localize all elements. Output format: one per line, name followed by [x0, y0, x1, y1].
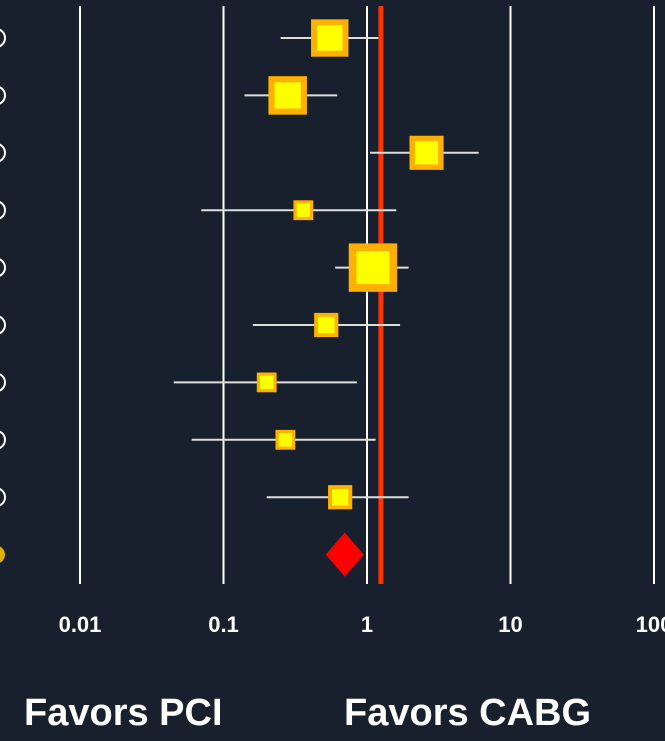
row-bullet	[0, 143, 6, 162]
x-tick-label: 0.1	[208, 612, 239, 637]
row-bullet	[0, 28, 6, 48]
study-row	[244, 76, 338, 115]
study-row	[201, 200, 397, 221]
row-bullet	[0, 258, 6, 277]
x-tick-label: 10	[498, 612, 522, 637]
left-edge-markers	[0, 28, 6, 563]
row-bullet	[0, 488, 6, 507]
row-bullet	[0, 373, 6, 392]
study-row	[173, 372, 357, 393]
study-marker	[317, 25, 343, 51]
study-row	[252, 312, 401, 338]
summary-bullet	[0, 546, 5, 563]
study-marker	[296, 203, 311, 217]
row-bullet	[0, 315, 6, 335]
study-marker	[356, 251, 390, 285]
row-bullet	[0, 201, 6, 220]
study-row	[280, 19, 379, 57]
summary-diamond	[325, 532, 364, 577]
study-marker	[331, 488, 349, 506]
study-marker	[414, 141, 439, 165]
row-bullet	[0, 86, 6, 105]
favors-cabg-label: Favors CABG	[344, 692, 592, 734]
study-marker	[318, 316, 335, 334]
study-row	[266, 485, 409, 510]
vertical-gridlines	[79, 6, 655, 584]
row-bullet	[0, 430, 6, 449]
study-row	[191, 429, 376, 450]
study-row	[370, 135, 479, 170]
x-tick-label: 100	[636, 612, 665, 637]
study-rows	[173, 19, 479, 510]
study-row	[335, 243, 409, 292]
x-tick-label: 1	[361, 612, 373, 637]
study-marker	[274, 82, 301, 109]
favors-pci-label: Favors PCI	[24, 692, 223, 734]
study-marker	[259, 375, 274, 390]
study-marker	[278, 433, 293, 447]
x-tick-labels: 0.01 0.1 1 10 100	[59, 612, 665, 637]
x-tick-label: 0.01	[59, 612, 102, 637]
summary-group	[325, 532, 364, 577]
